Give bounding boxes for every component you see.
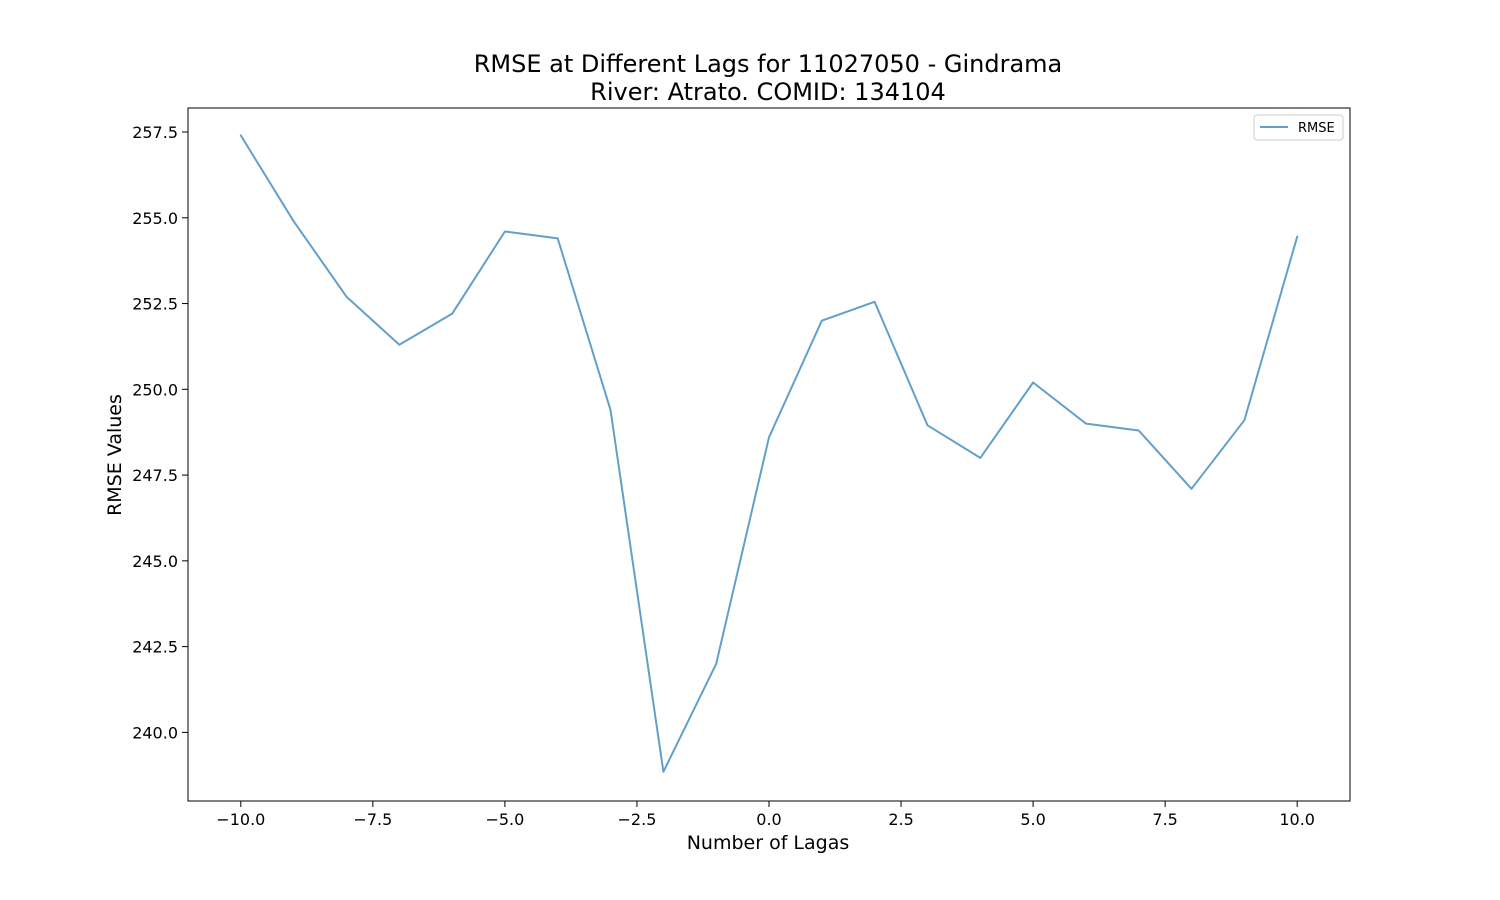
x-tick-label: −2.5 [618, 810, 657, 829]
y-tick-label: 252.5 [132, 295, 178, 314]
y-tick-label: 255.0 [132, 209, 178, 228]
legend: RMSE [1253, 114, 1344, 141]
x-axis-ticks: −10.0 −7.5 −5.0 −2.5 0.0 2.5 5.0 7.5 10.0 [216, 801, 1315, 829]
x-tick-label: −7.5 [353, 810, 392, 829]
y-tick-label: 240.0 [132, 723, 178, 742]
x-tick-label: 10.0 [1279, 810, 1315, 829]
y-tick-label: 245.0 [132, 552, 178, 571]
y-axis-ticks: 240.0 242.5 245.0 247.5 250.0 252.5 255.0 257.5 [132, 123, 188, 742]
x-tick-label: 0.0 [756, 810, 781, 829]
legend-label-rmse: RMSE [1298, 121, 1335, 136]
y-tick-label: 257.5 [132, 123, 178, 142]
x-axis-label: Number of Lagas [687, 832, 850, 854]
y-tick-label: 250.0 [132, 380, 178, 399]
chart-title-line-2: River: Atrato. COMID: 134104 [590, 78, 946, 106]
x-tick-label: 7.5 [1152, 810, 1177, 829]
series-layer [239, 134, 1299, 773]
x-tick-label: 2.5 [888, 810, 913, 829]
legend-box [1253, 114, 1344, 141]
x-tick-label: −10.0 [216, 810, 265, 829]
y-tick-label: 247.5 [132, 466, 178, 485]
x-tick-label: 5.0 [1020, 810, 1045, 829]
y-axis-label: RMSE Values [104, 394, 126, 516]
x-tick-label: −5.0 [485, 810, 524, 829]
y-tick-label: 242.5 [132, 638, 178, 657]
chart-title-line-1: RMSE at Different Lags for 11027050 - Gi… [474, 50, 1062, 78]
series-line-rmse [239, 134, 1299, 773]
